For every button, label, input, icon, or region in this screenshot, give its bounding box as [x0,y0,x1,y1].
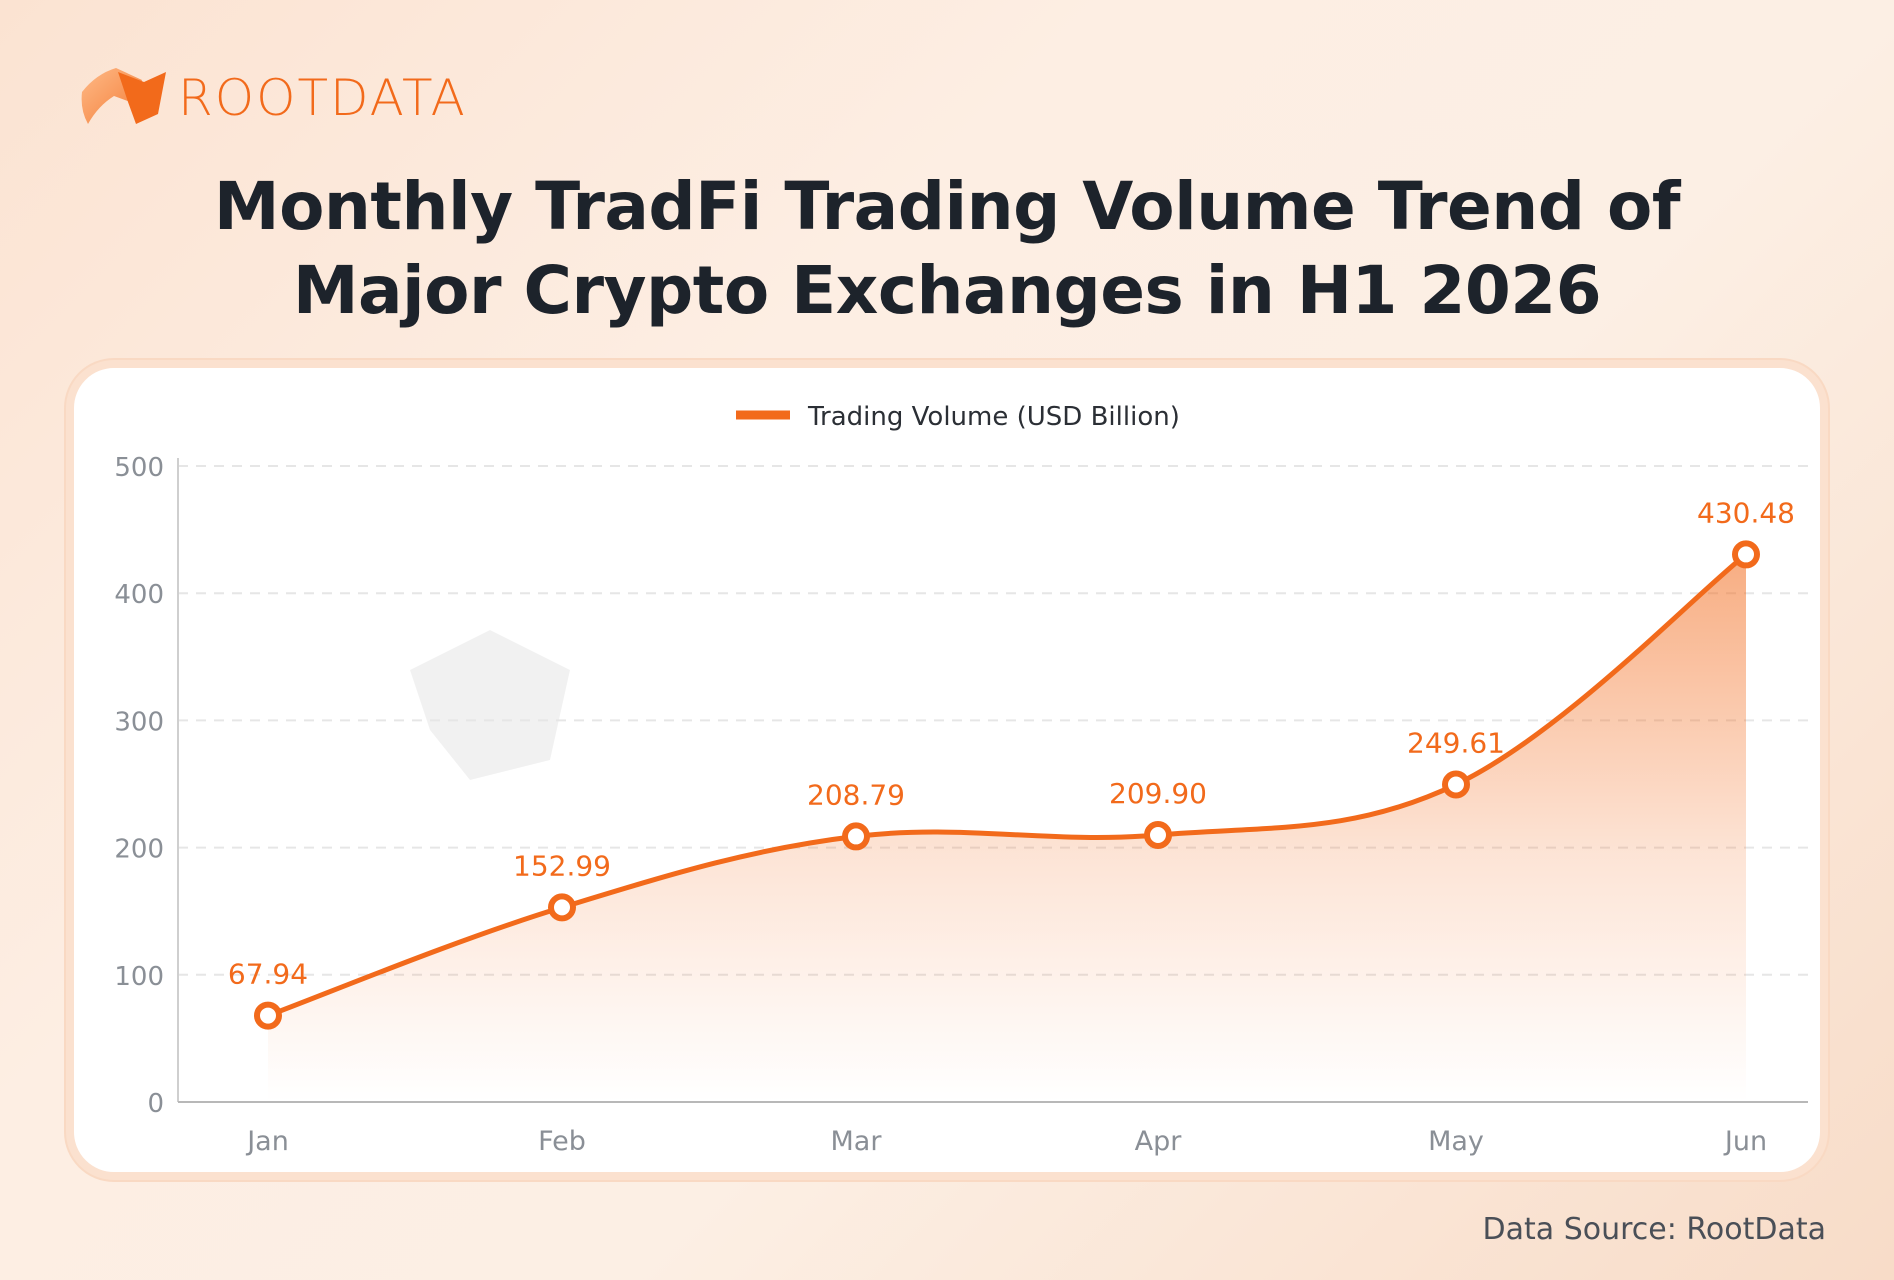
title-line-2: Major Crypto Exchanges in H1 2026 [292,252,1602,329]
data-point [254,1001,282,1030]
x-tick-label: Jun [1723,1126,1767,1157]
x-tick-label: Apr [1135,1126,1183,1157]
y-tick-label: 400 [114,580,164,610]
data-label: 209.90 [1109,777,1207,810]
data-point [1442,770,1470,799]
data-label: 67.94 [228,958,308,991]
rootdata-logo-mark-icon [81,68,166,124]
y-tick-label: 0 [147,1089,164,1119]
x-tick-label: May [1428,1126,1484,1157]
data-label: 152.99 [513,849,611,882]
data-source-footer: Data Source: RootData [1482,1212,1826,1247]
data-label: 249.61 [1407,726,1505,759]
x-tick-label: Mar [831,1126,883,1157]
y-tick-label: 100 [114,962,164,992]
data-point [548,893,576,922]
data-label: 430.48 [1697,496,1795,529]
series-line [265,551,1749,1019]
watermark-logo-icon [410,630,570,780]
data-point [842,822,870,851]
page-title: Monthly TradFi Trading Volume Trend of M… [0,165,1894,333]
data-point [1144,821,1172,850]
series-area [268,554,1746,1102]
x-tick-label: Jan [245,1126,289,1157]
brand-name: ROOTDATA [178,69,467,127]
y-tick-label: 300 [114,707,164,737]
data-point [1732,540,1760,569]
y-tick-label: 500 [114,453,164,483]
x-tick-label: Feb [538,1126,586,1157]
data-label: 208.79 [807,778,905,811]
y-tick-label: 200 [114,835,164,865]
title-line-1: Monthly TradFi Trading Volume Trend of [213,168,1681,245]
legend-label: Trading Volume (USD Billion) [807,402,1180,432]
rootdata-logo: ROOTDATA [78,62,467,134]
